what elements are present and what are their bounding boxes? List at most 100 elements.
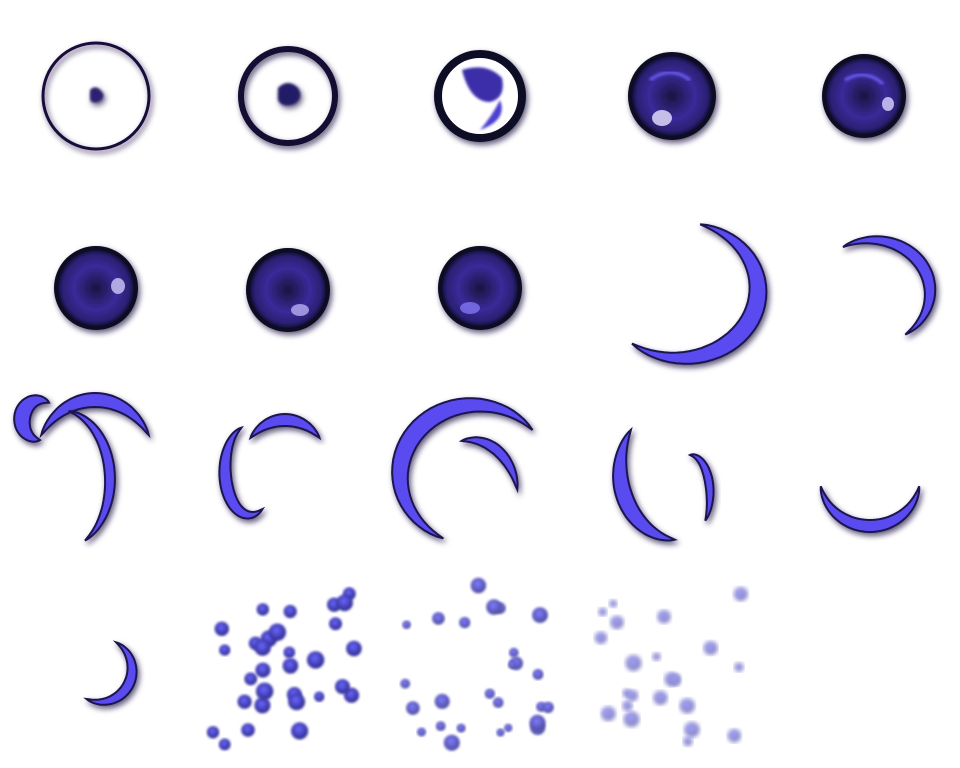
arc-frame — [819, 485, 921, 534]
frame-6 — [54, 246, 138, 330]
particle — [733, 587, 748, 601]
particle — [314, 691, 325, 702]
particle-frame — [206, 587, 362, 751]
particle — [255, 682, 274, 700]
particle — [335, 679, 350, 695]
particle — [443, 734, 460, 751]
particle — [684, 721, 700, 738]
particle — [214, 621, 229, 636]
particle — [609, 599, 618, 608]
particle — [625, 655, 642, 671]
particle — [610, 615, 624, 630]
crescent — [391, 397, 534, 540]
particle-frame — [400, 577, 554, 751]
crescent — [68, 410, 116, 542]
crescent — [612, 426, 678, 542]
particle — [727, 728, 741, 743]
arc-frame — [218, 412, 322, 520]
frame-8 — [438, 246, 522, 330]
particle — [282, 658, 299, 674]
arc-frame — [83, 640, 138, 706]
particle — [329, 617, 342, 631]
crescent — [39, 391, 151, 439]
frame-1 — [41, 41, 151, 151]
particle — [291, 722, 309, 740]
particle — [288, 693, 306, 711]
particle — [435, 721, 446, 731]
crescent — [842, 235, 937, 336]
particle — [283, 646, 296, 659]
particle — [484, 688, 495, 699]
particle — [653, 690, 668, 705]
particle — [532, 669, 544, 680]
particle — [594, 631, 608, 644]
particle — [496, 728, 505, 737]
particle — [509, 647, 519, 658]
arc-frame — [391, 397, 534, 540]
crescent — [819, 485, 921, 534]
particle — [652, 652, 661, 661]
particle-frame — [594, 587, 748, 747]
crescent — [687, 453, 715, 522]
arc-frame — [631, 223, 768, 365]
particle — [434, 693, 450, 709]
particle — [206, 726, 220, 739]
particle — [254, 639, 271, 656]
particle — [492, 697, 504, 708]
frame-2 — [238, 46, 338, 146]
particle — [734, 662, 744, 672]
particle — [400, 678, 411, 689]
particle — [268, 623, 286, 641]
arc-frame — [612, 426, 715, 542]
particle — [542, 701, 554, 714]
particle — [679, 698, 695, 714]
crescent — [248, 412, 322, 441]
particle — [218, 738, 231, 751]
particle — [504, 723, 513, 733]
particle — [470, 577, 487, 594]
particle — [683, 736, 693, 747]
particle — [703, 641, 718, 655]
particle — [626, 689, 639, 702]
particle — [657, 609, 671, 624]
particle — [255, 662, 271, 678]
particle — [601, 706, 616, 721]
particle — [283, 604, 297, 619]
arc-frame — [842, 235, 937, 336]
particle — [623, 711, 640, 728]
particle — [237, 694, 252, 709]
particle — [417, 727, 426, 737]
particle — [669, 673, 682, 686]
crescent — [13, 394, 51, 443]
frame-4 — [628, 52, 716, 140]
particle — [486, 599, 502, 615]
arc-frames — [13, 223, 937, 706]
arc-frame — [13, 391, 151, 542]
particle — [598, 607, 607, 617]
particle — [306, 651, 325, 669]
particle — [507, 660, 517, 669]
frame-7 — [246, 248, 330, 332]
particle — [256, 603, 269, 616]
particle — [336, 594, 353, 612]
particle — [456, 723, 466, 733]
crescent — [83, 640, 138, 706]
particle — [406, 701, 420, 715]
crescent — [218, 425, 266, 520]
frame-3 — [434, 50, 526, 142]
particle — [622, 700, 633, 711]
particle — [244, 672, 258, 686]
particle — [459, 617, 471, 629]
crescent — [631, 223, 768, 365]
particle-frames — [206, 577, 748, 751]
particle — [529, 714, 546, 731]
crescent — [458, 436, 519, 494]
particle — [532, 607, 548, 623]
particle — [219, 644, 231, 656]
particle — [241, 723, 255, 737]
particle — [254, 697, 271, 714]
particle — [346, 640, 362, 657]
frame-5 — [822, 54, 906, 138]
